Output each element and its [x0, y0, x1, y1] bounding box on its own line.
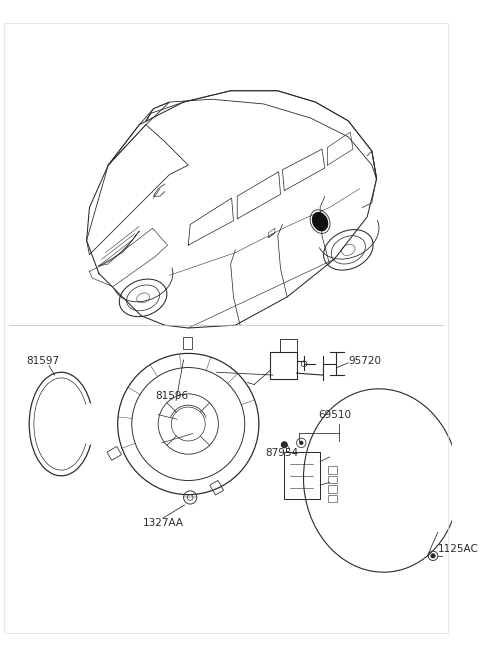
Text: 81596: 81596 [156, 391, 189, 401]
Text: 69510: 69510 [318, 410, 351, 420]
Text: 1327AA: 1327AA [143, 518, 184, 528]
Circle shape [300, 441, 303, 445]
Bar [182, 337, 192, 349]
Bar [107, 447, 121, 461]
Bar [210, 480, 224, 495]
Text: 1125AC: 1125AC [438, 544, 479, 554]
Bar [328, 466, 337, 474]
Text: 81597: 81597 [26, 356, 60, 366]
Text: 95720: 95720 [348, 356, 381, 366]
Ellipse shape [312, 213, 328, 231]
Bar [328, 485, 337, 493]
Bar [284, 452, 320, 499]
Circle shape [281, 442, 287, 447]
Text: 87954: 87954 [265, 447, 299, 457]
Circle shape [431, 554, 435, 558]
Bar [328, 495, 337, 502]
Bar [279, 339, 297, 352]
Bar [328, 476, 337, 483]
Bar [270, 352, 297, 379]
